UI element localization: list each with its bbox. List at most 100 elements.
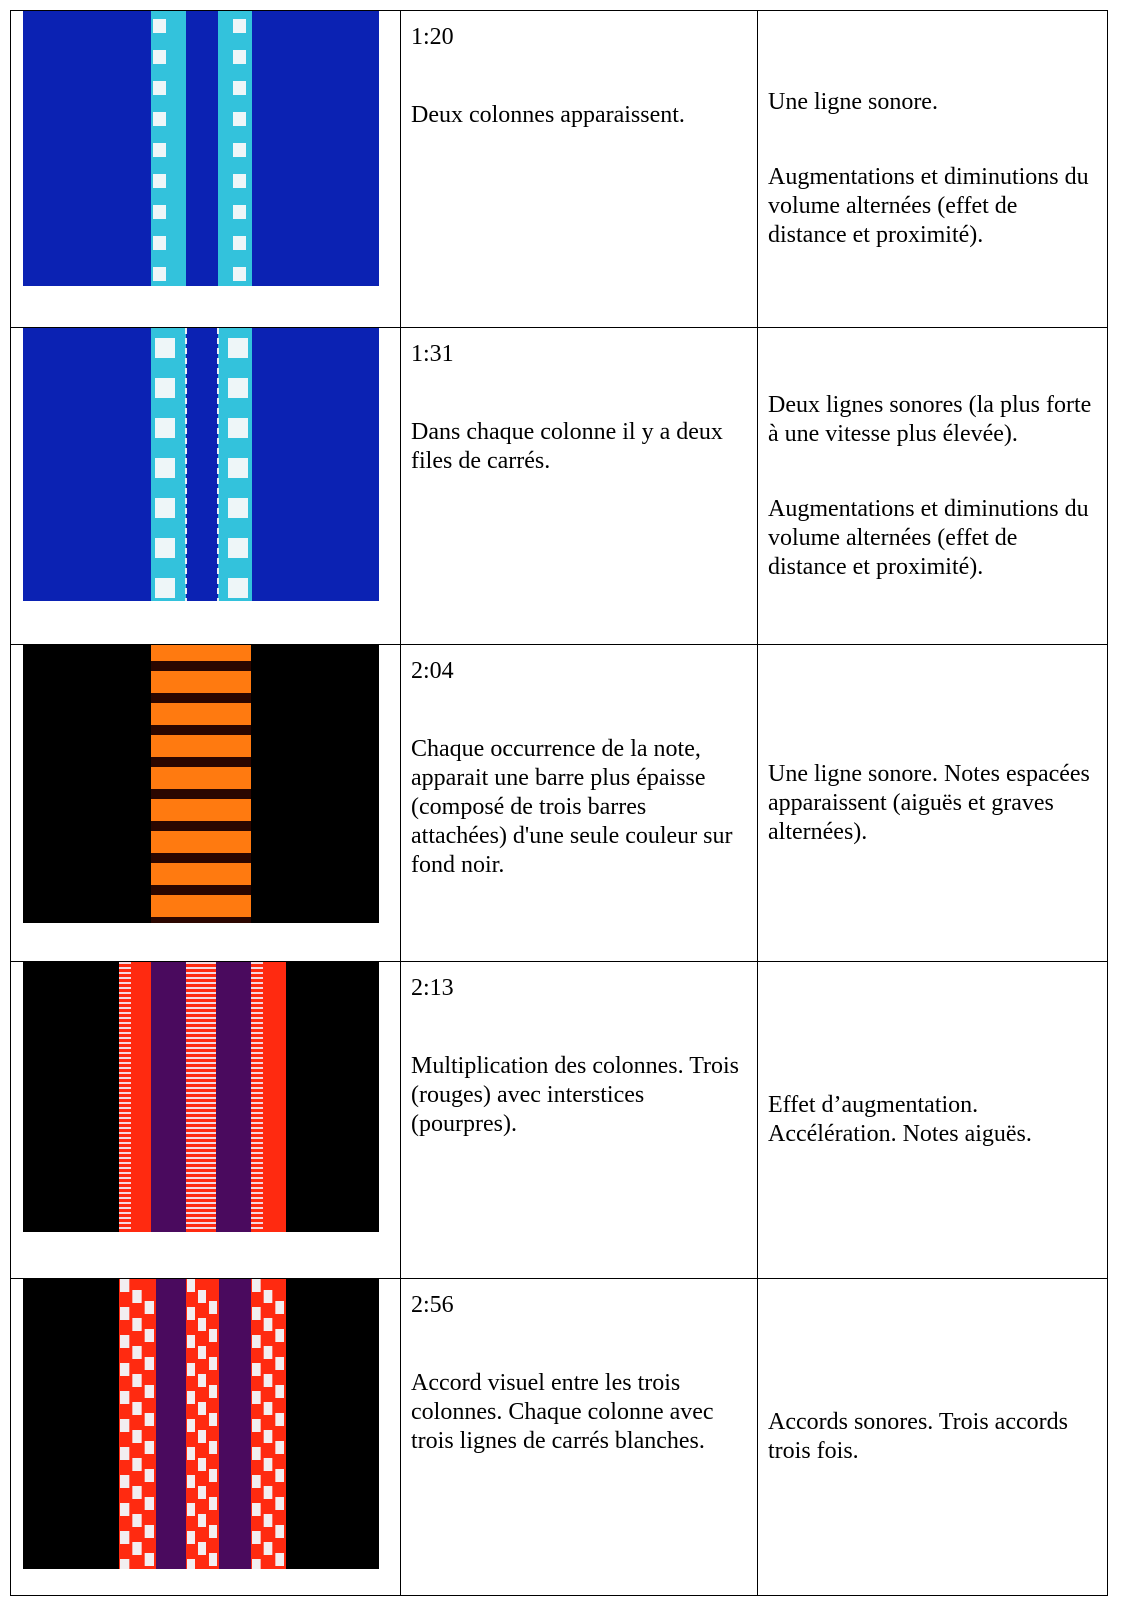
table-row: 2:56 Accord visuel entre les trois colonn… — [10, 1278, 1108, 1596]
description-cell: 1:31 Dans chaque colonne il y a deux file… — [400, 327, 758, 645]
shape — [186, 1017, 216, 1019]
shape — [209, 1469, 217, 1482]
frame-image — [23, 328, 379, 601]
shape — [186, 1097, 216, 1099]
shape — [119, 1007, 131, 1009]
sound-description: Augmentations et diminutions du volume a… — [768, 495, 1095, 580]
shape — [251, 1162, 263, 1164]
shape — [119, 1202, 131, 1204]
timestamp: 2:04 — [411, 658, 454, 684]
shape — [120, 1391, 130, 1404]
shape — [119, 1157, 131, 1159]
shape — [251, 1107, 263, 1109]
shape — [209, 1413, 217, 1426]
image-cell — [10, 1278, 401, 1596]
shape — [144, 1469, 154, 1482]
shape — [132, 1346, 142, 1359]
shape — [186, 1032, 216, 1034]
shape — [186, 1217, 216, 1219]
shape — [119, 1012, 131, 1014]
sound-description: Effet d’augmentation. Accélération. Note… — [768, 1092, 1032, 1147]
shape — [119, 1197, 131, 1199]
shape — [251, 1097, 263, 1099]
shape — [119, 1042, 131, 1044]
shape — [186, 1147, 216, 1149]
shape — [198, 1514, 206, 1527]
shape — [228, 538, 248, 558]
shape — [119, 1182, 131, 1184]
shape — [132, 1542, 142, 1555]
shape — [187, 1559, 195, 1569]
shape — [275, 1413, 284, 1426]
shape — [187, 1307, 195, 1320]
shape — [251, 1182, 263, 1184]
shape — [251, 1212, 263, 1214]
shape — [275, 1385, 284, 1398]
shape — [119, 1112, 131, 1114]
shape — [151, 735, 251, 757]
shape — [119, 997, 131, 999]
shape — [119, 1132, 131, 1134]
shape — [119, 1117, 131, 1119]
shape — [153, 50, 166, 64]
shape — [251, 1102, 263, 1104]
shape — [252, 1447, 261, 1460]
shape — [119, 1002, 131, 1004]
shape — [187, 1363, 195, 1376]
shape — [251, 1042, 263, 1044]
shape — [119, 1102, 131, 1104]
shape — [251, 1152, 263, 1154]
shape — [151, 671, 251, 693]
shape — [120, 1279, 130, 1292]
shape — [186, 1152, 216, 1154]
shape — [187, 1279, 195, 1292]
shape — [151, 703, 251, 725]
shape — [252, 1279, 261, 1292]
shape — [119, 1032, 131, 1034]
shape — [216, 962, 251, 1232]
shape — [263, 1290, 273, 1303]
shape — [186, 1102, 216, 1104]
shape — [251, 1072, 263, 1074]
table-row: 2:13 Multiplication des colonnes. Trois (… — [10, 961, 1108, 1279]
shape — [120, 1475, 130, 1488]
table-row: 2:04 Chaque occurrence de la note, appara… — [10, 644, 1108, 962]
shape — [251, 992, 263, 994]
frame-image — [23, 962, 379, 1232]
shape — [186, 1177, 216, 1179]
shape — [251, 1177, 263, 1179]
shape — [119, 1227, 131, 1229]
shape — [120, 1447, 130, 1460]
shape — [155, 338, 175, 358]
shape — [153, 174, 166, 188]
shape — [119, 1017, 131, 1019]
shape — [186, 987, 216, 989]
shape — [119, 1187, 131, 1189]
shape — [119, 977, 131, 979]
shape — [153, 236, 166, 250]
shape — [228, 498, 248, 518]
shape — [119, 982, 131, 984]
description: Accord visuel entre les trois colonnes. … — [411, 1370, 720, 1454]
shape — [132, 1402, 142, 1415]
shape — [186, 1062, 216, 1064]
shape — [251, 1082, 263, 1084]
shape — [209, 1385, 217, 1398]
shape — [228, 458, 248, 478]
shape — [219, 1279, 251, 1569]
shape — [119, 1122, 131, 1124]
shape — [233, 236, 246, 250]
shape — [153, 19, 166, 33]
shape — [251, 1227, 263, 1229]
shape — [251, 1192, 263, 1194]
shape — [251, 1047, 263, 1049]
shape — [228, 338, 248, 358]
shape — [186, 1212, 216, 1214]
table-row: 1:31 Dans chaque colonne il y a deux file… — [10, 327, 1108, 645]
shape — [120, 1503, 130, 1516]
shape — [186, 1042, 216, 1044]
shape — [144, 1357, 154, 1370]
shape — [119, 1212, 131, 1214]
shape — [119, 1207, 131, 1209]
shape — [251, 1117, 263, 1119]
